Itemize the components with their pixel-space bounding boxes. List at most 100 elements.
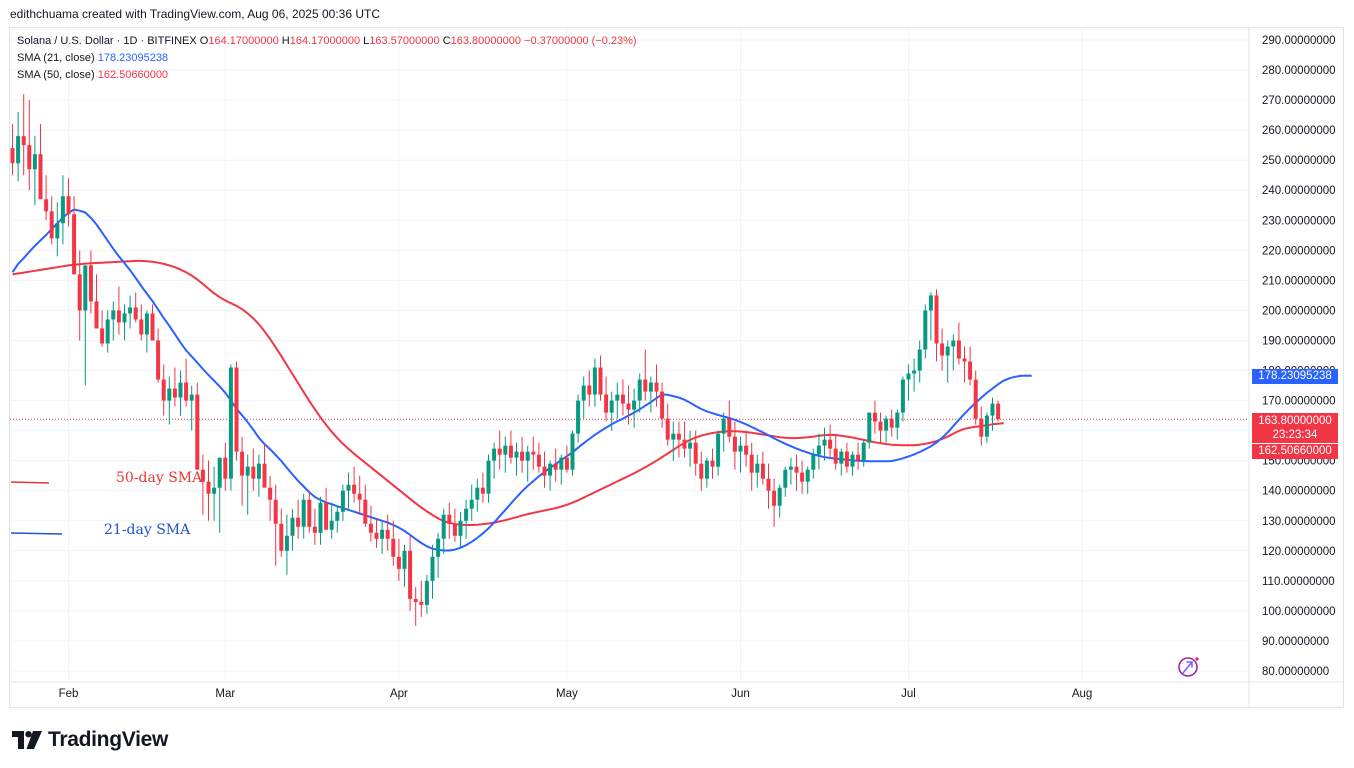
candle	[682, 421, 687, 458]
tradingview-logo[interactable]: TradingView	[12, 728, 168, 752]
candle-body	[492, 448, 497, 461]
candle-body	[553, 463, 558, 470]
candle	[643, 349, 648, 401]
candle-body	[385, 529, 390, 539]
candle	[44, 175, 49, 221]
candle	[945, 340, 950, 383]
sma21-legend[interactable]: SMA (21, close) 178.23095238	[17, 52, 168, 64]
open-label: O	[199, 35, 209, 47]
candle	[962, 346, 967, 383]
candle-body	[55, 223, 60, 239]
candle-body	[889, 418, 894, 428]
candle-body	[424, 580, 429, 605]
candle	[536, 442, 541, 473]
candle	[923, 304, 928, 359]
candle	[178, 370, 183, 416]
candle	[654, 364, 659, 407]
replay-icon[interactable]	[1178, 657, 1199, 677]
grid-layer	[10, 28, 1249, 680]
candle-body	[240, 451, 245, 476]
candle	[744, 430, 749, 467]
candle	[16, 112, 21, 182]
candle	[212, 466, 217, 521]
candle	[402, 544, 407, 587]
low-value: 163.57000000	[369, 35, 440, 47]
candle-body	[996, 403, 1001, 420]
candle	[346, 472, 351, 509]
candle-body	[592, 367, 597, 395]
candle-body	[923, 310, 928, 350]
candle	[996, 400, 1001, 422]
candle-body	[268, 487, 273, 500]
y-tick-label: 100.00000000	[1262, 606, 1336, 618]
candle	[144, 310, 149, 353]
candle	[671, 421, 676, 461]
candle	[228, 364, 233, 491]
candle-body	[587, 385, 592, 395]
candle-body	[307, 499, 312, 527]
candle-body	[32, 154, 37, 170]
candle	[822, 427, 827, 461]
candle-body	[368, 523, 373, 533]
candle	[458, 511, 463, 548]
candle	[307, 490, 312, 533]
candle	[441, 508, 446, 554]
candle	[318, 496, 323, 545]
annotation-line-layer	[10, 481, 63, 535]
candle-body	[72, 214, 77, 275]
candle	[570, 430, 575, 476]
candle-body	[721, 418, 726, 434]
candle	[49, 196, 54, 245]
y-tick-label: 140.00000000	[1262, 486, 1336, 498]
candle	[55, 202, 60, 257]
chart-frame[interactable]	[9, 27, 1344, 708]
candle-body	[228, 367, 233, 479]
symbol-title[interactable]: Solana / U.S. Dollar · 1D · BITFINEX	[17, 35, 197, 47]
candle-body	[44, 199, 49, 212]
candle	[452, 508, 457, 542]
tradingview-logo-icon	[12, 731, 42, 749]
candle	[223, 442, 228, 491]
candle-body	[671, 433, 676, 440]
candle	[497, 430, 502, 470]
candle-body	[122, 313, 127, 323]
candle-body	[760, 463, 765, 479]
candle	[122, 304, 127, 341]
candle	[256, 454, 261, 497]
candle	[492, 442, 497, 479]
candle	[111, 301, 116, 341]
candle-body	[716, 433, 721, 467]
candle	[548, 460, 553, 491]
candle-body	[172, 388, 177, 398]
candle-body	[934, 295, 939, 344]
y-tick-label: 80.00000000	[1262, 666, 1329, 678]
candle-body	[430, 556, 435, 581]
sma50-label: SMA (50, close)	[17, 69, 95, 81]
candle	[844, 442, 849, 473]
candle	[794, 454, 799, 491]
candle	[721, 412, 726, 452]
candle	[895, 409, 900, 440]
candle-body	[262, 463, 267, 488]
candle-body	[189, 394, 194, 401]
y-tick-label: 200.00000000	[1262, 305, 1336, 317]
candle-body	[469, 499, 474, 509]
candle	[951, 334, 956, 371]
candle-body	[480, 487, 485, 494]
candle-body	[828, 439, 833, 449]
candle-body	[105, 319, 110, 344]
candle	[408, 535, 413, 611]
candle-body	[10, 148, 15, 164]
candle	[940, 328, 945, 371]
candle-body	[497, 448, 502, 455]
candle	[749, 442, 754, 491]
candle	[906, 364, 911, 401]
candle-body	[984, 415, 989, 437]
candle	[335, 505, 340, 533]
sma21-line	[11, 208, 1032, 552]
sma50-value: 162.50660000	[97, 69, 169, 81]
candle-body	[581, 385, 586, 401]
candle-body	[525, 451, 530, 461]
sma50-legend[interactable]: SMA (50, close) 162.50660000	[17, 69, 168, 81]
